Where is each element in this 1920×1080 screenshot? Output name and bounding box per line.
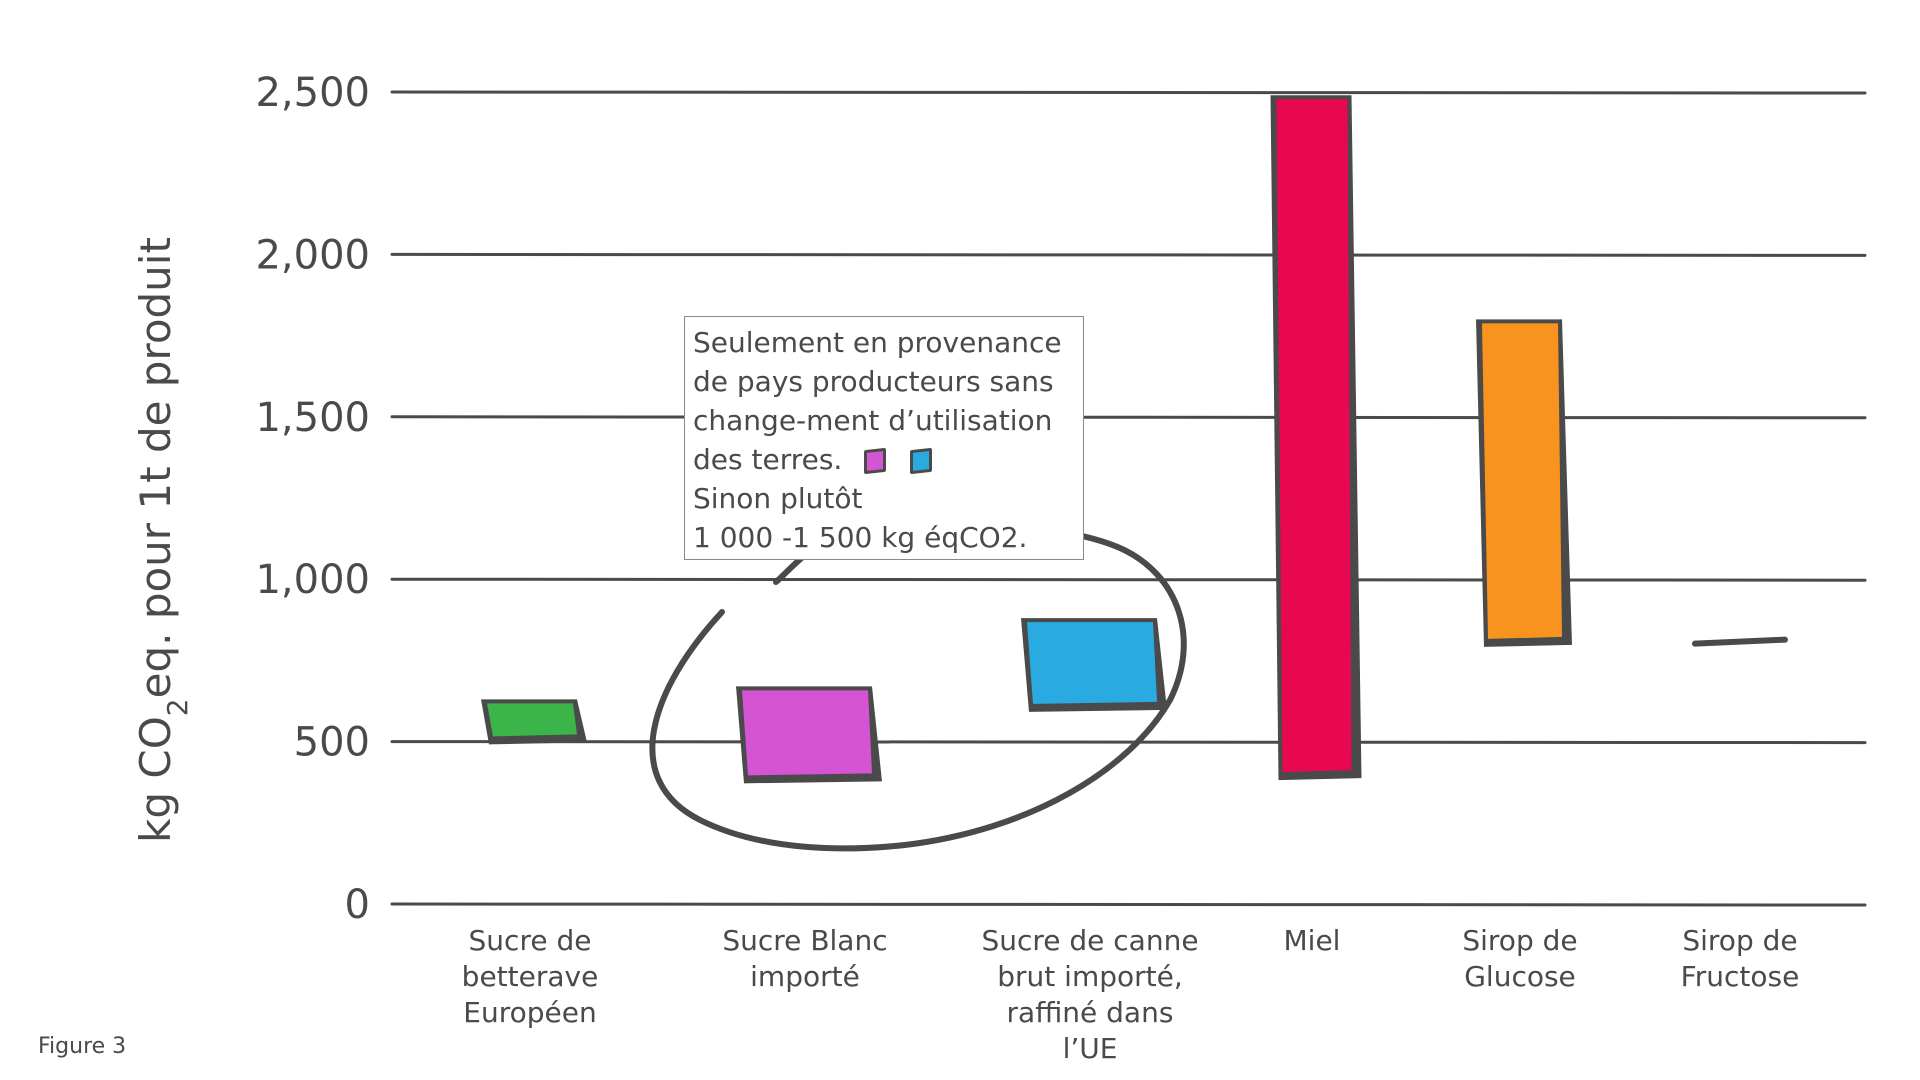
x-tick-label: Sucre de betterave Européen — [462, 924, 599, 1029]
annotation-line: de pays producteurs sans — [693, 365, 1054, 398]
y-tick-label: 2,500 — [255, 70, 370, 116]
annotation-line: des terres. — [693, 440, 1077, 479]
x-tick-label: Miel — [1284, 924, 1341, 957]
y-tick-label: 500 — [294, 720, 370, 766]
figure-caption: Figure 3 — [38, 1034, 127, 1059]
gridline — [390, 90, 1867, 95]
y-tick-label: 0 — [345, 882, 370, 928]
annotation-box: Seulement en provenance de pays producte… — [684, 316, 1084, 560]
gridline — [390, 740, 1867, 745]
bar — [1027, 622, 1157, 704]
bar — [487, 703, 577, 737]
y-axis-label: kg CO2eq. pour 1t de produit — [131, 237, 194, 843]
y-axis-ticks: 0 500 1,000 1,500 2,000 2,500 — [255, 70, 370, 928]
gridline — [390, 577, 1867, 582]
y-tick-label: 2,000 — [255, 232, 370, 278]
annotation-line: 1 000 -1 500 kg éqCO2. — [693, 521, 1028, 554]
annotation-text: des terres. — [693, 443, 843, 476]
x-tick-label: Sirop de Fructose — [1681, 924, 1800, 993]
x-tick-label: Sucre Blanc importé — [722, 924, 887, 993]
gridlines — [390, 90, 1867, 907]
annotation-line: Sinon plutôt — [693, 482, 863, 515]
bar — [1482, 323, 1562, 639]
annotation-line: Seulement en provenance — [693, 326, 1062, 359]
gridline — [390, 902, 1867, 907]
y-tick-label: 1,500 — [255, 395, 370, 441]
bar — [1692, 636, 1788, 647]
gridline — [390, 252, 1867, 257]
x-axis-ticks: Sucre de betterave Européen Sucre Blanc impo… — [462, 924, 1800, 1065]
y-tick-label: 1,000 — [255, 557, 370, 603]
x-tick-label: Sirop de Glucose — [1462, 924, 1577, 993]
bar — [742, 690, 872, 776]
bar — [1276, 99, 1352, 773]
magenta-swatch-icon — [864, 447, 887, 475]
annotation-line: change-ment d’utilisation — [693, 404, 1053, 437]
gridline — [390, 415, 1867, 420]
bars — [481, 95, 1788, 784]
blue-swatch-icon — [910, 447, 933, 475]
x-tick-label: Sucre de canne brut importé, raffiné dans l… — [981, 924, 1198, 1065]
